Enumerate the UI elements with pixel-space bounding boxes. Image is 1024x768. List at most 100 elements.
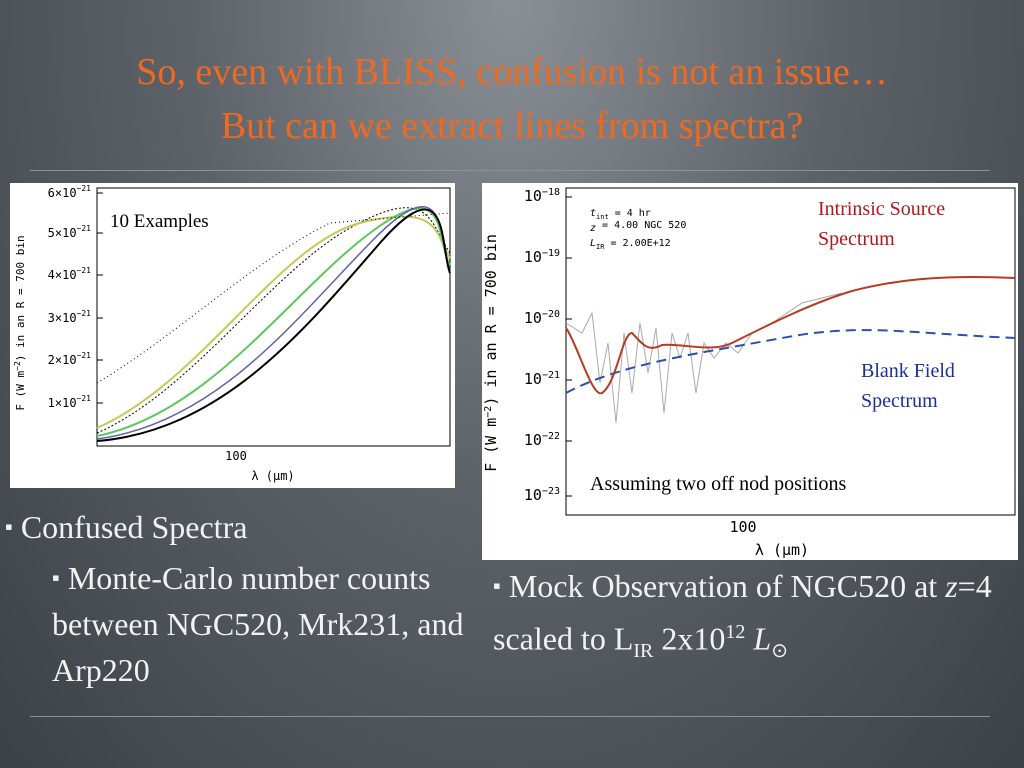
bullet-text: Monte-Carlo number counts between NGC520… [52,560,464,688]
tick-exp: −21 [77,224,92,233]
bullet-text: 2x10 [653,620,726,657]
y-tick-label: 10−19 [524,248,560,266]
bullet-text: =4 scaled to L [493,568,992,657]
curve [96,208,451,442]
param: tint = 4 hr [590,208,651,221]
bullet-sub: ⊙ [771,640,788,663]
y-tick-label: 10−21 [524,370,560,388]
tick-base: 4×10 [48,268,77,282]
y-tick-label: 10−18 [524,187,560,205]
y-tick-label: 2×10−21 [48,351,92,367]
bullet-text: z [945,568,958,604]
note: Assuming two off nod positions [590,473,847,495]
tick-base: 2×10 [48,353,77,367]
tick-exp: −21 [77,309,92,318]
tick-base: 5×10 [48,226,77,240]
curve [96,207,451,437]
label-exp: −2 [13,361,22,371]
divider [30,170,990,171]
param-sub: int [596,213,609,221]
tick-base: 10 [524,370,542,388]
blank-label: Blank Field [861,360,955,382]
note-box [586,468,938,496]
y-tick-label: 1×10−21 [48,394,92,410]
tick-base: 10 [524,309,542,327]
tick-base: 10 [524,187,542,205]
curve [96,207,451,434]
tick-exp: −19 [542,248,560,259]
annotation: 10 Examples [110,211,209,232]
tick-exp: −21 [542,370,560,381]
tick-base: 6×10 [48,186,77,200]
tick-base: 10 [524,248,542,266]
curve [96,212,451,384]
right-figure: tint = 4 hr z = 4.00 NGC 520 LIR = 2.00E… [482,183,1018,560]
x-axis-label: λ (μm) [755,541,809,559]
y-tick-label: 10−20 [524,309,560,327]
bullet: ▪ Monte-Carlo number counts between NGC5… [52,555,492,693]
bullet: ▪ Mock Observation of NGC520 at z=4 scal… [493,563,993,674]
source-label: Spectrum [818,228,895,250]
param-symbol: L [590,238,596,249]
bullet-text: Mock Observation of NGC520 at [508,568,946,604]
source-curve [565,275,1016,395]
left-plot: 10 Examples 100 λ (μm) F (W m−2) in an R… [13,184,451,483]
x-axis-label: λ (μm) [251,469,294,483]
left-figure: 10 Examples 100 λ (μm) F (W m−2) in an R… [10,183,455,488]
title-line: So, even with BLISS, confusion is not an… [136,51,888,93]
param-text: = 4.00 NGC 520 [596,220,686,231]
bullet-sup: 12 [725,621,746,643]
frame [96,187,451,447]
bullet-marker: ▪ [52,565,60,590]
tick-exp: −23 [542,486,560,497]
param-symbol: z [590,223,596,234]
bullet-marker: ▪ [493,573,501,598]
tick-exp: −21 [77,351,92,360]
y-axis-label: F (W m−2) in an R = 700 bin [13,235,27,410]
param-text: = 4 hr [609,208,651,219]
noise [565,292,843,424]
x-tick-label: 100 [729,518,756,536]
bullet: ▪ Confused Spectra [5,504,247,550]
bullet-marker: ▪ [5,514,13,539]
param-symbol: t [590,208,596,219]
param: LIR = 2.00E+12 [590,238,671,251]
curve [96,215,451,429]
label-part: ) in an R = 700 bin [482,234,500,406]
bullet-sub: IR [633,640,654,663]
label-part: F (W m [482,418,500,472]
blank-label: Spectrum [861,390,938,412]
source-label: Intrinsic Source [818,198,945,220]
right-plot: tint = 4 hr z = 4.00 NGC 520 LIR = 2.00E… [482,187,1016,559]
tick-base: 1×10 [48,396,77,410]
param: z = 4.00 NGC 520 [590,220,686,234]
y-tick-label: 10−22 [524,431,560,449]
tick-exp: −18 [542,187,560,198]
divider [30,716,990,717]
bullet-text: Confused Spectra [20,509,248,545]
frame [565,187,1016,516]
tick-exp: −21 [77,266,92,275]
y-axis-label: F (W m−2) in an R = 700 bin [482,234,500,472]
y-tick-label: 6×10−21 [48,184,92,200]
y-tick-label: 4×10−21 [48,266,92,282]
blank-curve [565,329,1016,394]
param-text: = 2.00E+12 [604,238,670,249]
tick-base: 10 [524,431,542,449]
tick-exp: −21 [77,184,92,193]
tick-base: 10 [524,486,542,504]
tick-exp: −21 [77,394,92,403]
tick-exp: −22 [542,431,560,442]
tick-exp: −20 [542,309,560,320]
label-part: F (W m [14,371,27,411]
y-tick-label: 5×10−21 [48,224,92,240]
title-line: But can we extract lines from spectra? [220,105,804,147]
y-tick-label: 3×10−21 [48,309,92,325]
label-part: ) in an R = 700 bin [14,235,27,361]
bullet-text: L [753,620,772,657]
label-exp: −2 [483,406,494,418]
param-sub: IR [596,243,605,251]
y-tick-label: 10−23 [524,486,560,504]
x-tick-label: 100 [225,449,247,463]
